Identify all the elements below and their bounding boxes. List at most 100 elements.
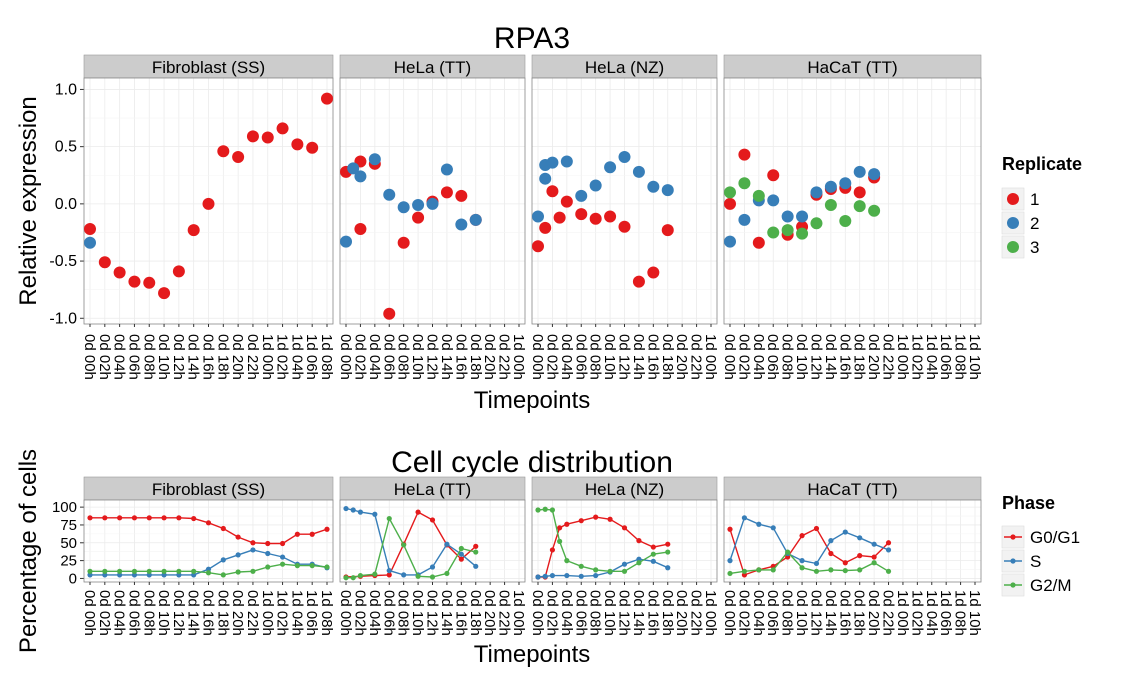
legend-key-point: [1010, 582, 1016, 588]
data-point: [397, 236, 410, 249]
data-point: [661, 224, 674, 237]
x-tick-label: 0d 12h: [424, 590, 441, 636]
y-axis-title: Relative expression: [15, 96, 42, 305]
data-point: [235, 534, 241, 540]
x-tick-label: 0d 18h: [467, 590, 484, 636]
data-point: [578, 563, 584, 569]
data-point: [549, 572, 556, 579]
data-point: [578, 518, 584, 524]
x-tick-label: 0d 04h: [111, 334, 128, 380]
data-point: [131, 515, 138, 521]
legend-key-point: [1010, 534, 1016, 540]
data-point: [372, 571, 378, 577]
data-point: [767, 169, 780, 182]
x-tick-label: 0d 12h: [807, 334, 824, 380]
legend-label-3: 3: [1030, 238, 1039, 257]
data-point: [539, 172, 552, 185]
legend-key-point: [1010, 558, 1016, 564]
data-point: [632, 275, 645, 288]
data-point: [84, 236, 96, 249]
x-tick-label: 1d 06h: [303, 334, 320, 380]
series-2: [340, 153, 482, 248]
data-point: [650, 558, 656, 564]
data-point: [589, 179, 602, 192]
data-point: [632, 165, 645, 178]
x-tick-label: 0d 12h: [807, 590, 824, 636]
data-point: [636, 538, 642, 544]
data-point: [770, 525, 776, 531]
y-tick-label: 100: [52, 499, 77, 516]
data-point: [553, 211, 566, 224]
data-point: [191, 572, 197, 578]
data-point: [575, 208, 588, 221]
x-tick-label: 0d 10h: [155, 590, 172, 636]
series-2: [84, 236, 96, 249]
x-tick-label: 0d 10h: [409, 590, 426, 636]
data-point: [813, 525, 820, 532]
x-tick-label: 0d 20h: [673, 590, 690, 636]
data-point: [279, 540, 286, 547]
data-point: [824, 180, 837, 193]
data-point: [727, 526, 733, 532]
x-tick-label: 0d 04h: [366, 334, 383, 380]
data-point: [813, 560, 820, 567]
data-point: [294, 531, 300, 537]
data-point: [810, 186, 823, 199]
data-point: [354, 223, 367, 236]
x-axis-title: Timepoints: [474, 387, 590, 414]
x-tick-label: 0d 20h: [865, 334, 882, 380]
data-point: [250, 540, 256, 546]
x-tick-label: 1d 02h: [908, 590, 925, 636]
data-point: [87, 572, 93, 578]
x-tick-label: 1d 06h: [937, 334, 954, 380]
data-point: [161, 568, 167, 574]
data-point: [372, 511, 378, 517]
data-point: [621, 525, 628, 531]
x-tick-label: 0d 08h: [779, 334, 796, 380]
data-point: [84, 223, 96, 236]
x-tick-label: 0d 02h: [96, 590, 113, 636]
data-point: [386, 572, 392, 578]
x-tick-label: 0d 04h: [750, 334, 767, 380]
data-point: [607, 516, 613, 522]
x-tick-label: 1d 04h: [288, 590, 305, 636]
x-tick-label: 0d 04h: [558, 590, 575, 636]
legend-label-s: S: [1030, 552, 1041, 571]
x-tick-label: 0d 12h: [424, 334, 441, 380]
x-tick-label: 1d 02h: [274, 590, 291, 636]
y-tick-label: -1.0: [49, 310, 77, 327]
x-tick-label: 0d 22h: [244, 334, 261, 380]
data-point: [220, 572, 226, 578]
data-point: [785, 554, 791, 560]
x-tick-label: 0d 02h: [543, 590, 560, 636]
x-tick-label: 1d 04h: [923, 334, 940, 380]
facet-strip-label: Fibroblast (SS): [152, 480, 265, 499]
data-point: [354, 170, 367, 183]
data-point: [564, 572, 570, 579]
data-point: [444, 570, 450, 577]
y-tick-label: 0: [69, 570, 77, 587]
x-tick-label: 0d 00h: [337, 590, 354, 636]
series-g2-m: [535, 506, 671, 574]
data-point: [650, 544, 656, 550]
x-tick-label: 0d 06h: [572, 590, 589, 636]
data-point: [665, 565, 671, 571]
x-tick-label: 1d 08h: [952, 590, 969, 636]
data-point: [458, 556, 464, 562]
data-point: [401, 572, 407, 578]
x-tick-label: 0d 08h: [779, 590, 796, 636]
legend-key-point: [1007, 193, 1019, 205]
data-point: [340, 235, 352, 248]
data-point: [235, 569, 241, 575]
data-point: [724, 197, 736, 210]
data-point: [539, 221, 552, 234]
data-point: [161, 572, 167, 578]
panel-border: [723, 77, 982, 325]
data-point: [131, 568, 138, 574]
legend-key-point: [1007, 217, 1019, 229]
x-tick-label: 0d 06h: [125, 590, 142, 636]
x-tick-label: 0d 16h: [836, 590, 853, 636]
x-tick-label: 0d 20h: [481, 590, 498, 636]
data-point: [885, 547, 892, 553]
